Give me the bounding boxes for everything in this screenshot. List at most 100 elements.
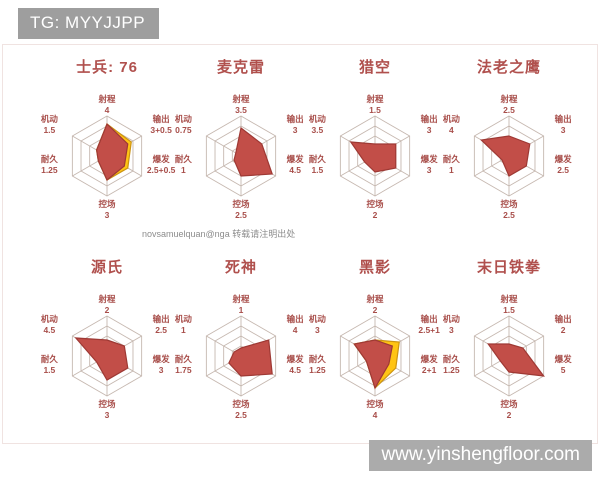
axis-name: 耐久: [40, 154, 58, 164]
axis-name: 射程: [98, 94, 116, 104]
radar-chart-cell: 士兵: 76 射程 4 输出 3+0.5 爆发 2.5+0.5 控场 3 耐久 1.25 机动 1.5: [40, 56, 176, 226]
chart-title: 士兵: 76: [76, 59, 138, 76]
axis-name: 机动: [442, 314, 460, 324]
axis-value: 1.5: [369, 105, 381, 115]
radar-plot: 射程 1.5 输出 2 爆发 5 控场 2 耐久 1.25 机动 3: [442, 276, 576, 424]
chart-title: 猎空: [358, 59, 391, 76]
axis-label: 控场 2.5: [211, 399, 271, 421]
axis-value: 2: [104, 305, 110, 315]
axis-label: 射程 1: [211, 294, 271, 316]
radar-chart-cell: 麦克雷 射程 3.5 输出 3 爆发 4.5 控场 2.5 耐久 1 机动 0.75: [174, 56, 308, 226]
axis-name: 控场: [500, 199, 518, 209]
axis-label: 输出 2: [549, 314, 578, 336]
axis-name: 控场: [366, 399, 384, 409]
axis-value: 1.75: [175, 365, 192, 375]
axis-name: 射程: [232, 94, 250, 104]
axis-value: 1: [449, 165, 454, 175]
axis-label: 控场 3: [77, 399, 137, 421]
axis-name: 输出: [420, 114, 438, 124]
axis-label: 输出 3: [281, 114, 310, 136]
axis-label: 控场 2: [479, 399, 539, 421]
chart-title: 末日铁拳: [476, 259, 541, 276]
axis-name: 耐久: [308, 354, 326, 364]
axis-label: 射程 3.5: [211, 94, 271, 116]
axis-name: 机动: [174, 314, 192, 324]
axis-name: 爆发: [554, 354, 572, 364]
axis-name: 耐久: [174, 354, 192, 364]
axis-label: 射程 4: [77, 94, 137, 116]
axis-name: 控场: [500, 399, 518, 409]
charts-grid: 士兵: 76 射程 4 输出 3+0.5 爆发 2.5+0.5 控场 3 耐久 1.25 机动 1.5…: [40, 56, 576, 426]
axis-label: 控场 2: [345, 199, 405, 221]
axis-label: 射程 1.5: [479, 294, 539, 316]
axis-label: 控场 2.5: [479, 199, 539, 221]
axis-name: 机动: [442, 114, 460, 124]
radar-grid-svg: [339, 115, 411, 197]
axis-value: 2.5+0.5: [146, 165, 176, 175]
chart-title: 黑影: [358, 259, 391, 276]
axis-label: 耐久 1.25: [433, 354, 469, 376]
tg-tag-label: TG: MYYJJPP: [30, 13, 146, 32]
axis-name: 爆发: [420, 354, 438, 364]
axis-value: 0.75: [175, 125, 192, 135]
axis-value: 4.5: [43, 325, 56, 335]
axis-name: 耐久: [442, 154, 460, 164]
axis-label: 输出 3+0.5: [147, 114, 176, 136]
axis-value: 3: [104, 210, 110, 220]
axis-name: 射程: [500, 94, 518, 104]
axis-value: 4: [292, 325, 298, 335]
axis-value: 3: [449, 325, 454, 335]
axis-value: 1.25: [309, 365, 326, 375]
axis-value: 3: [426, 125, 432, 135]
axis-label: 爆发 5: [549, 354, 578, 376]
axis-value: 1: [238, 305, 244, 315]
axis-label: 输出 2.5: [147, 314, 176, 336]
site-watermark-box: www.yinshengfloor.com: [369, 440, 592, 471]
axis-label: 耐久 1: [433, 154, 469, 176]
axis-value: 5: [560, 365, 566, 375]
axis-name: 耐久: [308, 154, 326, 164]
axis-value: 1.25: [443, 365, 460, 375]
radar-grid-svg: [205, 115, 277, 197]
axis-value: 1.5: [311, 165, 324, 175]
radar-plot: 射程 2 输出 2.5+1 爆发 2+1 控场 4 耐久 1.25 机动 3: [308, 276, 442, 424]
axis-label: 爆发 4.5: [281, 354, 310, 376]
axis-name: 机动: [308, 314, 326, 324]
axis-label: 射程 2: [77, 294, 137, 316]
axis-value: 3: [292, 125, 298, 135]
axis-name: 机动: [40, 114, 58, 124]
radar-grid-svg: [71, 315, 143, 397]
axis-name: 耐久: [174, 154, 192, 164]
axis-name: 控场: [98, 199, 116, 209]
axis-label: 射程 2: [345, 294, 405, 316]
chart-title: 源氏: [90, 259, 123, 276]
radar-chart-cell: 黑影 射程 2 输出 2.5+1 爆发 2+1 控场 4 耐久 1.25 机动 3: [308, 256, 442, 426]
axis-label: 耐久 1.25: [31, 154, 67, 176]
axis-name: 射程: [366, 294, 384, 304]
axis-value: 4.5: [289, 365, 302, 375]
axis-value: 4: [104, 105, 110, 115]
radar-plot: 射程 3.5 输出 3 爆发 4.5 控场 2.5 耐久 1 机动 0.75: [174, 76, 308, 224]
stat-polygon: [233, 126, 274, 177]
axis-label: 射程 2.5: [479, 94, 539, 116]
axis-label: 机动 1: [165, 314, 201, 336]
axis-value: 2.5: [557, 165, 570, 175]
tg-tag-box: TG: MYYJJPP: [18, 8, 160, 39]
axis-value: 4.5: [289, 165, 302, 175]
axis-value: 1: [181, 165, 186, 175]
chart-title: 麦克雷: [216, 59, 265, 76]
axis-value: 3+0.5: [150, 125, 172, 135]
axis-value: 3.5: [311, 125, 324, 135]
radar-chart-cell: 死神 射程 1 输出 4 爆发 4.5 控场 2.5 耐久 1.75 机动 1: [174, 256, 308, 426]
axis-label: 控场 3: [77, 199, 137, 221]
radar-plot: 射程 2.5 输出 3 爆发 2.5 控场 2.5 耐久 1 机动 4: [442, 76, 576, 224]
axis-name: 射程: [232, 294, 250, 304]
axis-label: 射程 1.5: [345, 94, 405, 116]
axis-name: 控场: [232, 399, 250, 409]
axis-name: 爆发: [152, 154, 170, 164]
axis-name: 输出: [152, 114, 170, 124]
axis-label: 机动 1.5: [31, 114, 67, 136]
axis-name: 输出: [420, 314, 438, 324]
stat-polygon: [487, 343, 545, 377]
